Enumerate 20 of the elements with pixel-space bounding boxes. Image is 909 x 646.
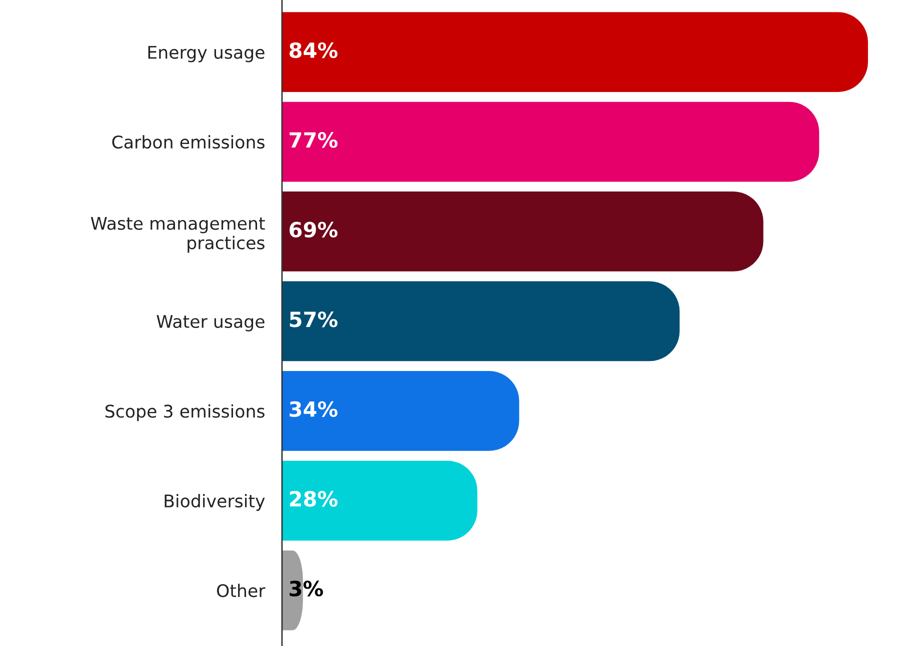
bar <box>282 371 520 451</box>
y-tick-label: Energy usage <box>148 46 264 62</box>
y-tick-label: Carbon emissions <box>112 135 264 149</box>
y-tick-label: Other <box>217 584 266 598</box>
y-tick-label: Scope 3 emissions <box>106 404 264 422</box>
bar <box>282 12 868 92</box>
bar <box>282 281 680 362</box>
y-tick-label: Waste management practices <box>90 217 265 253</box>
bar <box>282 460 478 541</box>
y-tick-label: Water usage <box>156 315 264 332</box>
data-label: 34% <box>290 401 338 417</box>
bar <box>282 192 764 272</box>
data-label: 77% <box>290 132 338 148</box>
data-label: 28% <box>290 490 338 507</box>
data-label: 69% <box>290 222 338 238</box>
bar <box>282 102 820 182</box>
data-label: 57% <box>290 311 338 328</box>
data-label: 3% <box>290 580 324 596</box>
data-label: 84% <box>290 42 338 58</box>
y-tick-label: Biodiversity <box>164 494 265 511</box>
